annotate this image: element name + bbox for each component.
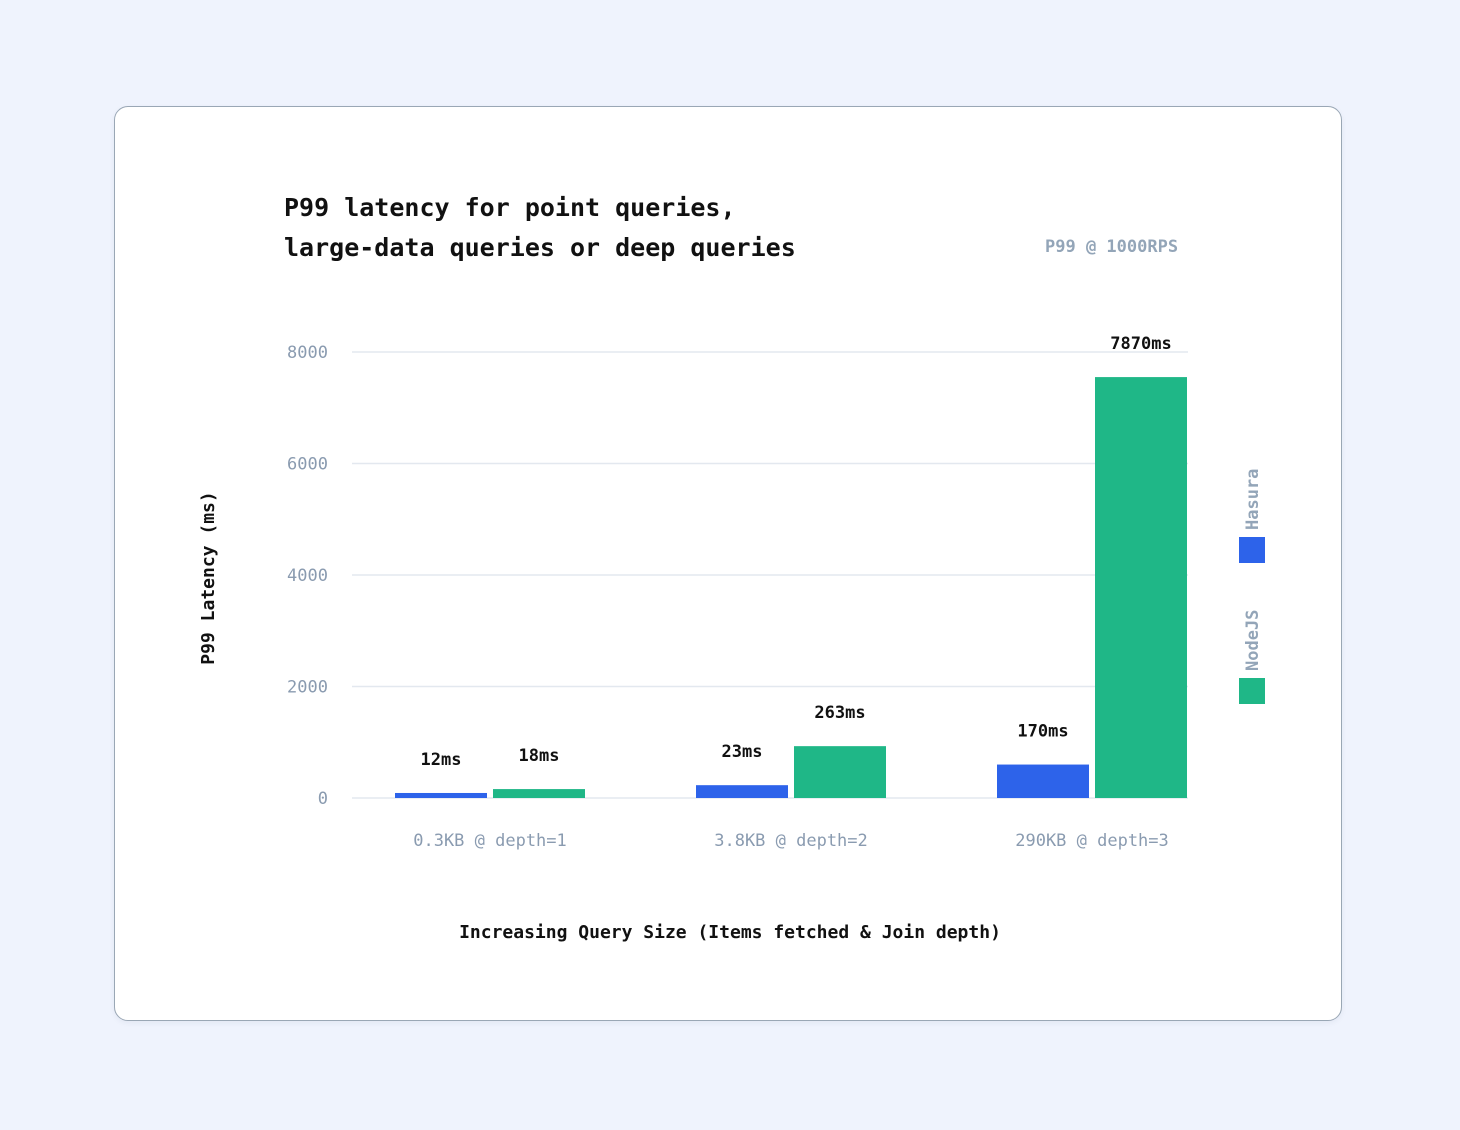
chart-subtitle: P99 @ 1000RPS (1045, 237, 1179, 257)
y-tick-label-3: 6000 (287, 455, 328, 475)
value-label-hasura-2: 170ms (1017, 722, 1068, 742)
chart-title-line-1: P99 latency for point queries, (284, 193, 736, 222)
value-label-hasura-1: 23ms (722, 742, 763, 762)
bar-nodejs-0 (493, 789, 585, 798)
value-label-nodejs-1: 263ms (814, 703, 865, 723)
bar-nodejs-2 (1095, 377, 1187, 798)
x-axis-title: Increasing Query Size (Items fetched & J… (459, 922, 1001, 943)
y-axis-title: P99 Latency (ms) (198, 491, 219, 664)
chart-title: P99 latency for point queries, large-dat… (284, 188, 796, 268)
bar-hasura-0 (395, 792, 487, 798)
value-label-nodejs-2: 7870ms (1110, 334, 1171, 354)
value-label-hasura-0: 12ms (421, 750, 462, 770)
y-tick-label-2: 4000 (287, 566, 328, 586)
x-category-label-2: 290KB @ depth=3 (1015, 831, 1169, 851)
y-tick-label-1: 2000 (287, 678, 328, 698)
chart-title-line-2: large-data queries or deep queries (284, 233, 796, 262)
value-label-nodejs-0: 18ms (519, 746, 560, 766)
bars (395, 377, 1187, 798)
bar-nodejs-1 (794, 746, 886, 798)
x-category-label-0: 0.3KB @ depth=1 (413, 831, 567, 851)
x-axis-categories: 0.3KB @ depth=1 3.8KB @ depth=2 290KB @ de… (413, 831, 1169, 851)
y-tick-label-4: 8000 (287, 343, 328, 363)
y-axis-ticks: 0 2000 4000 6000 8000 (287, 343, 328, 809)
legend-label-nodejs: NodeJS (1243, 610, 1263, 671)
legend-label-hasura: Hasura (1243, 469, 1263, 530)
legend: Hasura NodeJS (1239, 469, 1265, 704)
bar-hasura-2 (997, 764, 1089, 798)
legend-swatch-hasura (1239, 537, 1265, 563)
legend-swatch-nodejs (1239, 678, 1265, 704)
x-category-label-1: 3.8KB @ depth=2 (714, 831, 868, 851)
y-tick-label-0: 0 (318, 789, 328, 809)
bar-hasura-1 (696, 785, 788, 798)
bar-value-labels: 12ms 18ms 23ms 263ms 170ms 7870ms (421, 334, 1172, 770)
